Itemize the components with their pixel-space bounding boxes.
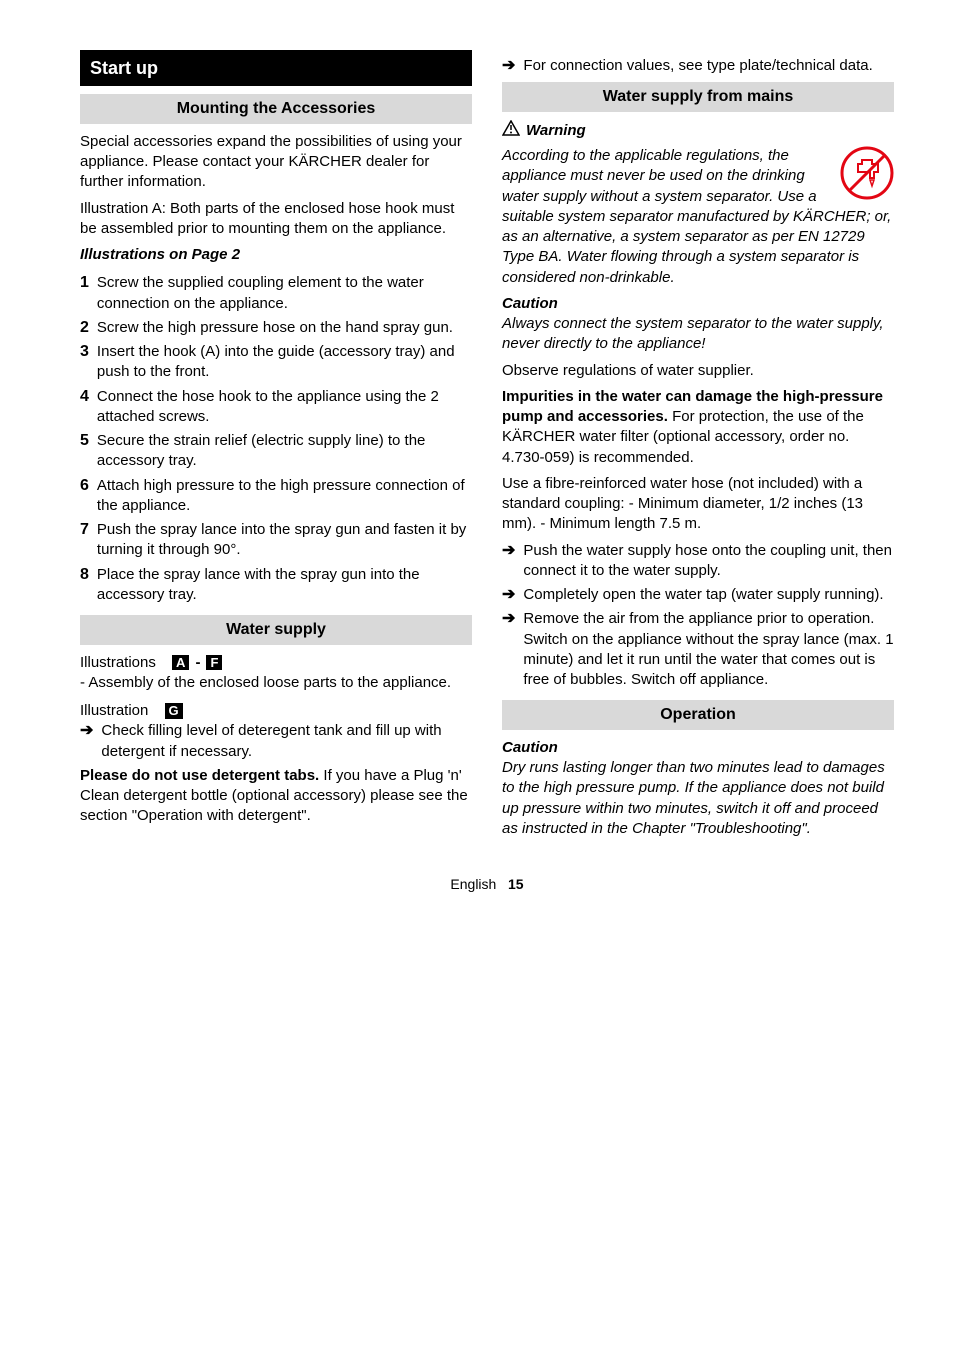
operation-subheader: Operation xyxy=(502,700,894,730)
illustrations-label: Illustrations xyxy=(80,653,156,673)
arrow-item: ➔ Check filling level of deteregent tank… xyxy=(80,721,472,762)
accessories-paragraph-2: Illustration A: Both parts of the enclos… xyxy=(80,199,472,240)
water-supply-subheader: Water supply xyxy=(80,615,472,645)
regulations-note: Observe regulations of water supplier. xyxy=(502,361,894,381)
item-text: Connect the hose hook to the appliance u… xyxy=(97,387,472,428)
illus-af-text: - Assembly of the enclosed loose parts t… xyxy=(80,673,472,693)
warning-word: Warning xyxy=(526,121,586,141)
numbered-list: 1 Screw the supplied coupling element to … xyxy=(80,273,472,605)
illustration-label: Illustration xyxy=(80,701,148,721)
caution-label-2: Caution xyxy=(502,738,894,758)
arrow-text: Completely open the water tap (water sup… xyxy=(523,585,894,605)
item-text: Insert the hook (A) into the guide (acce… xyxy=(97,342,472,383)
item-text: Push the spray lance into the spray gun … xyxy=(97,520,472,561)
connection-values-text: For connection values, see type plate/te… xyxy=(523,56,894,76)
item-number: 1 xyxy=(80,273,89,292)
illustrations-af: Illustrations A - F xyxy=(80,653,472,673)
item-number: 2 xyxy=(80,318,89,337)
illus-a-icon: A xyxy=(172,655,189,671)
arrow-icon: ➔ xyxy=(502,609,515,628)
detergent-note: Please do not use detergent tabs. If you… xyxy=(80,766,472,827)
list-item: 5 Secure the strain relief (electric supp… xyxy=(80,431,472,472)
left-column: Start up Mounting the Accessories Specia… xyxy=(80,50,472,845)
no-tap-water-icon xyxy=(840,146,894,206)
warning-triangle-icon xyxy=(502,120,520,142)
item-text: Attach high pressure to the high pressur… xyxy=(97,476,472,517)
caution-text-2: Dry runs lasting longer than two minutes… xyxy=(502,758,894,839)
item-number: 7 xyxy=(80,520,89,539)
hose-paragraph: Use a fibre-reinforced water hose (not i… xyxy=(502,474,894,535)
illus-g-icon: G xyxy=(165,703,183,719)
arrow-icon: ➔ xyxy=(80,721,93,740)
caution-text-1: Always connect the system separator to t… xyxy=(502,314,894,355)
item-text: Screw the high pressure hose on the hand… xyxy=(97,318,472,338)
item-text: Place the spray lance with the spray gun… xyxy=(97,565,472,606)
arrow-item: ➔ Push the water supply hose onto the co… xyxy=(502,541,894,582)
arrow-item: ➔ Remove the air from the appliance prio… xyxy=(502,609,894,690)
warning-label: Warning xyxy=(502,120,894,142)
list-item: 2 Screw the high pressure hose on the han… xyxy=(80,318,472,338)
illus-f-icon: F xyxy=(206,655,222,671)
illustrations-note: Illustrations on Page 2 xyxy=(80,245,472,265)
item-number: 8 xyxy=(80,565,89,584)
language-label: English xyxy=(450,876,496,892)
impurities-note: Impurities in the water can damage the h… xyxy=(502,387,894,468)
list-item: 4 Connect the hose hook to the appliance … xyxy=(80,387,472,428)
right-column: ➔ For connection values, see type plate/… xyxy=(502,50,894,845)
arrow-item: ➔ Completely open the water tap (water s… xyxy=(502,585,894,605)
startup-header: Start up xyxy=(80,50,472,86)
arrow-icon: ➔ xyxy=(502,585,515,604)
page-number: 15 xyxy=(508,876,524,892)
item-text: Screw the supplied coupling element to t… xyxy=(97,273,472,314)
arrow-text: Check filling level of deteregent tank a… xyxy=(101,721,472,762)
item-number: 3 xyxy=(80,342,89,361)
list-item: 3 Insert the hook (A) into the guide (acc… xyxy=(80,342,472,383)
list-item: 8 Place the spray lance with the spray gu… xyxy=(80,565,472,606)
accessories-paragraph-1: Special accessories expand the possibili… xyxy=(80,132,472,193)
item-number: 5 xyxy=(80,431,89,450)
illustration-g: Illustration G xyxy=(80,701,472,721)
accessories-subheader: Mounting the Accessories xyxy=(80,94,472,124)
caution-label-1: Caution xyxy=(502,294,894,314)
list-item: 1 Screw the supplied coupling element to … xyxy=(80,273,472,314)
arrow-icon: ➔ xyxy=(502,541,515,560)
arrow-text: Push the water supply hose onto the coup… xyxy=(523,541,894,582)
arrow-text: Remove the air from the appliance prior … xyxy=(523,609,894,690)
range-dash: - xyxy=(195,653,200,673)
list-item: 7 Push the spray lance into the spray gun… xyxy=(80,520,472,561)
item-number: 6 xyxy=(80,476,89,495)
arrow-item: ➔ For connection values, see type plate/… xyxy=(502,56,894,76)
item-number: 4 xyxy=(80,387,89,406)
arrow-icon: ➔ xyxy=(502,56,515,75)
tap-water-subheader: Water supply from mains xyxy=(502,82,894,112)
item-text: Secure the strain relief (electric suppl… xyxy=(97,431,472,472)
list-item: 6 Attach high pressure to the high pressu… xyxy=(80,476,472,517)
page-footer: English 15 xyxy=(80,875,894,894)
warning-text: According to the applicable regulations,… xyxy=(502,147,891,286)
detergent-bold: Please do not use detergent tabs. xyxy=(80,767,319,784)
warning-paragraph: According to the applicable regulations,… xyxy=(502,146,894,288)
